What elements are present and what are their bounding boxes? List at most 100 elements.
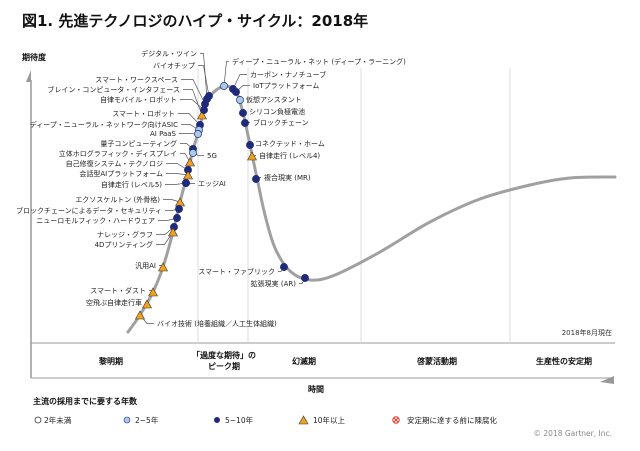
tech-label: ブロックチェーン (253, 118, 309, 127)
tech-label: 4Dプリンティング (95, 240, 153, 249)
tech-label: ナレッジ・グラフ (97, 230, 153, 239)
legend-title: 主流の採用までに要する年数 (33, 396, 138, 406)
legend-triangle-icon (298, 415, 309, 425)
tech-label: 汎用AI (135, 261, 156, 270)
tech-label: AI PaaS (150, 130, 177, 138)
as-of-date: 2018年8月現在 (562, 328, 612, 337)
phase-innovation-trigger: 黎明期 (99, 356, 123, 366)
tech-marker-triangle (134, 310, 146, 320)
tech-label: スマート・ワークスペース (95, 76, 178, 84)
x-axis-arrow-icon (600, 376, 614, 384)
tech-marker-circle (236, 96, 244, 104)
leader-line (178, 113, 201, 126)
phase-slope: 啓蒙活動期 (417, 356, 457, 366)
tech-label: スマート・ダスト (90, 286, 146, 295)
tech-marker-circle (246, 141, 254, 149)
tech-label: 自己修復システム・テクノロジ (66, 159, 163, 168)
tech-marker-circle (200, 106, 208, 114)
tech-label: 量子コンピューティング (100, 139, 177, 148)
tech-label: カーボン・ナノチューブ (250, 70, 326, 79)
leader-line (223, 61, 229, 87)
y-axis-arrow-icon (26, 70, 31, 82)
page-title: 図1. 先進テクノロジのハイプ・サイクル：2018年 (22, 12, 368, 30)
legend-circle-darkblue-icon (214, 417, 220, 423)
tech-marker-triangle (167, 227, 179, 237)
tech-marker-circle (252, 175, 260, 183)
copyright: © 2018 Gartner, Inc. (534, 429, 612, 438)
legend-item: 2~5年 (135, 415, 159, 425)
leader-line (166, 163, 189, 171)
tech-marker-triangle (147, 287, 159, 297)
tech-marker-circle (173, 214, 181, 222)
tech-label: デジタル・ツイン (141, 49, 197, 58)
tech-marker-circle (220, 82, 228, 90)
legend-obsolete-icon (392, 416, 400, 424)
y-axis-label: 期待度 (22, 52, 47, 62)
tech-marker-circle (241, 119, 249, 127)
tech-marker-triangle (246, 151, 258, 161)
tech-marker-triangle (182, 170, 194, 180)
legend-item: 10年以上 (313, 415, 346, 425)
tech-marker-triangle (184, 157, 196, 167)
leader-line (163, 199, 181, 203)
tech-marker-circle (301, 274, 309, 282)
phase-dividers (197, 68, 511, 343)
tech-label: 自律走行 (レベル4) (259, 151, 320, 160)
tech-marker-circle (175, 205, 183, 213)
tech-label: IoTプラットフォーム (253, 82, 319, 90)
phase-trough: 幻滅期 (292, 356, 316, 366)
tech-label: 複合現実 (MR) (264, 173, 311, 182)
tech-label: コネクテッド・ホーム (255, 140, 325, 148)
leader-line (232, 74, 247, 90)
tech-label: 自律モバイル・ロボット (100, 95, 177, 104)
tech-marker-triangle (174, 197, 186, 207)
tech-label: バイオチップ (153, 62, 195, 70)
tech-label: スマート・ファブリック (198, 267, 275, 276)
x-axis-label: 時間 (308, 384, 324, 394)
leader-line (180, 99, 205, 111)
leader-line (198, 65, 210, 97)
phase-peak-line1: 「過度な期待」の (192, 350, 256, 360)
tech-marker-circle (182, 179, 190, 187)
legend-item: 5~10年 (225, 415, 254, 425)
tech-marker-circle (239, 109, 247, 117)
tech-label: 自律走行 (レベル5) (101, 180, 162, 189)
leader-line (200, 53, 208, 100)
tech-label: エッジAI (198, 180, 226, 188)
tech-marker-circle (280, 263, 288, 271)
tech-marker-triangle (157, 262, 169, 272)
tech-label: エクソスケルトン (外骨格) (75, 195, 160, 204)
tech-label: ディープ・ニューラル・ネット (ディープ・ラーニング) (232, 57, 406, 66)
tech-label: ニューロモルフィック・ハードウェア (36, 217, 155, 225)
legend: 2年未満 2~5年 5~10年 10年以上 安定期に達する前に陳腐化 (34, 415, 497, 425)
tech-marker-circle (194, 130, 202, 138)
tech-label: 立体ホログラフィック・ディスプレイ (59, 149, 177, 158)
leader-line (183, 89, 203, 116)
tech-label: 空飛ぶ自律走行車 (86, 298, 142, 307)
tech-label: ディープ・ニューラル・ネットワーク向けASIC (30, 120, 178, 129)
legend-item: 安定期に達する前に陳腐化 (407, 415, 497, 425)
leader-line (181, 79, 206, 105)
tech-marker-circle (232, 88, 240, 96)
legend-circle-white-icon (34, 416, 42, 424)
tech-label: 会話型AIプラットフォーム (79, 169, 163, 178)
tech-label: 仮想アシスタント (246, 95, 302, 104)
tech-label: ブロックチェーンによるデータ・セキュリティ (16, 206, 162, 215)
tech-label: スマート・ロボット (112, 110, 175, 118)
leader-line (180, 153, 191, 163)
tech-marker-triangle (141, 299, 153, 309)
tech-label: 5G (207, 152, 217, 160)
tech-marker-circle (205, 92, 213, 100)
legend-circle-lightblue-icon (123, 416, 131, 424)
tech-marker-circle (189, 149, 197, 157)
tech-label: シリコン負極電池 (249, 107, 305, 116)
phase-peak-line2: ピーク期 (208, 361, 240, 371)
tech-label: バイオ技術 (培養組織／人工生体組織) (157, 319, 277, 328)
leader-line (166, 173, 189, 176)
tech-label: ブレイン・コンピュータ・インタフェース (47, 85, 180, 94)
tech-marker-triangle (196, 110, 208, 120)
phase-plateau: 生産性の安定期 (536, 356, 592, 366)
legend-item: 2年未満 (44, 415, 72, 425)
tech-label: 拡張現実 (AR) (251, 279, 297, 288)
